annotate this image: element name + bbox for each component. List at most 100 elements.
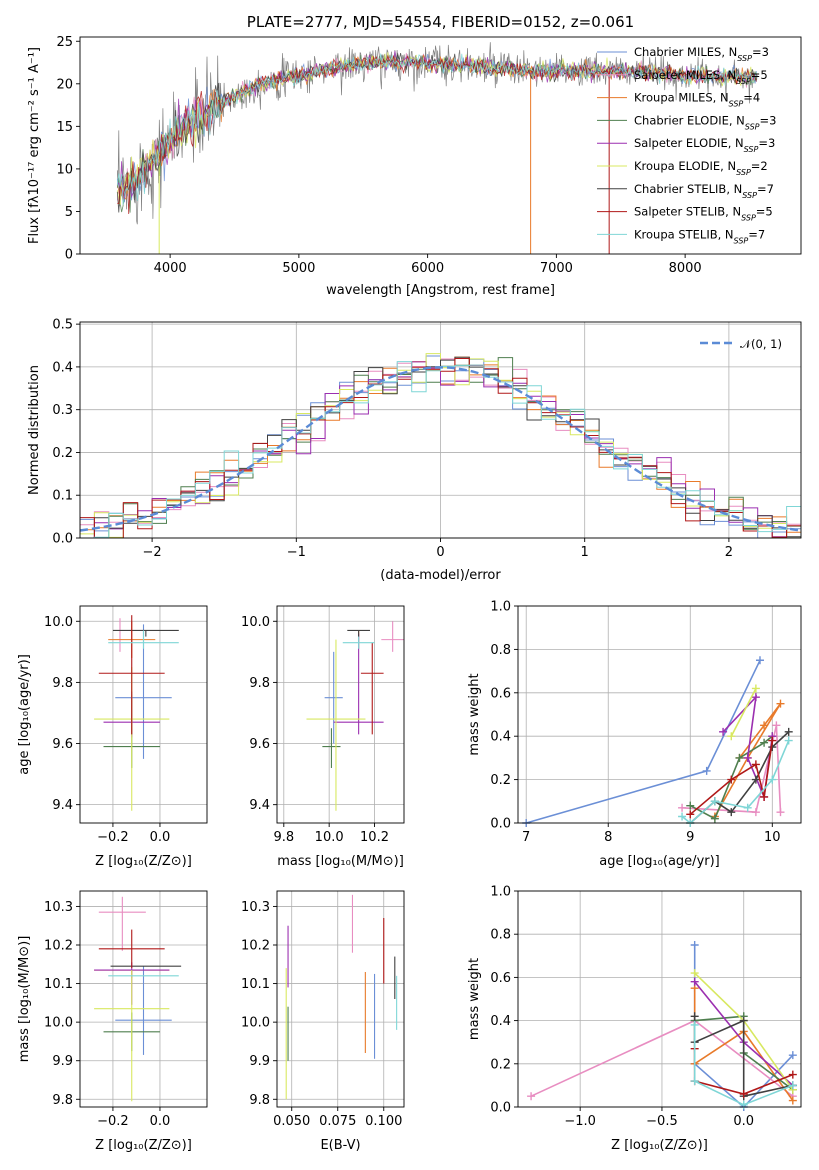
errorbar-point [322, 728, 341, 768]
model-spectrum-line [117, 54, 757, 215]
y-tick-label: 9.9 [52, 1054, 73, 1069]
weight-series-line [730, 688, 757, 737]
x-tick-label: 0.0 [733, 1114, 754, 1129]
weight-marker [760, 721, 769, 730]
x-tick-label: 0.100 [365, 1114, 402, 1129]
x-tick-label: 10.0 [315, 830, 344, 845]
legend-entry: Chabrier MILES, NSSP=3 [634, 45, 769, 63]
errorbar-point [347, 629, 370, 637]
x-tick-label: −0.5 [646, 1114, 678, 1129]
x-axis-label: (data-model)/error [380, 568, 501, 583]
y-tick-label: 9.9 [249, 1054, 270, 1069]
x-axis-label: Z [log₁₀(Z/Z⊙)] [95, 1138, 192, 1153]
errorbar-point [381, 621, 404, 652]
y-tick-label: 0.8 [490, 928, 511, 943]
weight-marker [751, 775, 760, 784]
errorbar-point [98, 896, 146, 951]
x-axis-label: wavelength [Angstrom, rest frame] [326, 283, 555, 298]
y-tick-label: 9.4 [249, 798, 270, 813]
x-tick-label: 0.0 [150, 1114, 171, 1129]
weight-marker [710, 797, 719, 806]
x-tick-label: −0.2 [97, 1114, 129, 1129]
weight-marker [527, 1092, 536, 1101]
y-tick-label: 9.6 [52, 737, 73, 752]
x-tick-label: 4000 [154, 261, 187, 276]
legend-entry: Chabrier ELODIE, NSSP=3 [634, 113, 776, 130]
x-tick-label: 1 [581, 545, 589, 560]
x-tick-label: 8000 [669, 261, 702, 276]
legend-entry: Kroupa STELIB, NSSP=7 [634, 227, 765, 245]
panel-z-weight: −1.0 −0.5 0.0 0.0 0.2 0.4 0.6 0.8 1.0 Z [log₁₀(Z/… [467, 885, 802, 1153]
weight-marker [719, 727, 728, 736]
weight-marker [788, 1096, 797, 1105]
y-axis-label: mass [log₁₀(M/M⊙)] [17, 936, 32, 1063]
errorbar-point [342, 636, 375, 649]
errorbar-point [360, 642, 384, 735]
weight-marker [772, 721, 781, 730]
y-axis-label: age [log₁₀(age/yr)] [17, 654, 32, 775]
weight-marker [710, 814, 719, 823]
x-axis-label: E(B-V) [320, 1138, 360, 1153]
panel-z-age: −0.2 0.0 9.4 9.6 9.8 10.0 Z [log₁₀(Z/Z⊙)] age [… [17, 605, 208, 869]
panel-mass-age: 9.8 10.0 10.2 9.4 9.6 9.8 10.0 mass [log₁₀(M/M⊙… [241, 605, 405, 869]
weight-marker [727, 775, 736, 784]
y-tick-label: 0.4 [490, 730, 511, 745]
y-tick-label: 10 [56, 162, 73, 177]
y-tick-label: 1.0 [490, 885, 511, 900]
errorbar-point [115, 966, 172, 1055]
weight-series-line [693, 1024, 794, 1106]
y-tick-label: 10.0 [241, 615, 270, 630]
panel-residuals: −2 −1 0 1 2 0.0 0.1 0.2 0.3 0.4 0.5 (data-model)/er… [27, 318, 802, 583]
legend-entry: Chabrier STELIB, NSSP=7 [634, 182, 774, 200]
weight-marker [690, 1020, 699, 1029]
weight-marker [739, 1090, 748, 1099]
errorbar-point [98, 929, 165, 969]
weight-marker [768, 736, 777, 745]
weight-marker [690, 977, 699, 986]
weight-marker [776, 808, 785, 817]
y-tick-label: 10.1 [44, 977, 73, 992]
axes-frame [517, 890, 802, 1108]
panel-ebv-mass: 0.050 0.075 0.100 9.8 9.9 10.0 10.1 10.2 10.3 E(B… [241, 890, 405, 1153]
x-tick-label: −2 [143, 545, 162, 560]
weight-marker [743, 803, 752, 812]
weight-marker [678, 812, 687, 821]
weight-marker [776, 699, 785, 708]
weight-marker [690, 941, 699, 949]
y-tick-label: 9.4 [52, 798, 73, 813]
axes-frame [276, 605, 405, 824]
x-tick-label: 2 [725, 545, 733, 560]
y-tick-label: 20 [56, 77, 73, 92]
x-axis-label: mass [log₁₀(M/M⊙)] [277, 854, 404, 869]
errorbar-point [306, 639, 366, 811]
weight-marker [751, 684, 760, 693]
weight-marker [788, 1051, 797, 1060]
y-tick-label: 10.0 [241, 1016, 270, 1031]
x-tick-label: 9.8 [273, 830, 294, 845]
y-tick-label: 9.8 [52, 1093, 73, 1108]
weight-marker [751, 693, 760, 702]
x-axis-label: Z [log₁₀(Z/Z⊙)] [95, 854, 192, 869]
y-tick-label: 0.5 [52, 318, 73, 333]
y-tick-label: 9.6 [249, 737, 270, 752]
weight-marker [678, 803, 687, 812]
weight-marker [739, 1016, 748, 1025]
y-axis-label: mass weight [467, 958, 482, 1040]
x-tick-label: −1.0 [564, 1114, 596, 1129]
y-tick-label: 10.3 [44, 900, 73, 915]
axes-frame [79, 321, 802, 539]
weight-marker [702, 766, 711, 775]
x-tick-label: 10.2 [360, 830, 389, 845]
model-spectrum-line [116, 53, 757, 206]
legend-entry: 𝒩(0, 1) [740, 337, 782, 351]
y-axis-label: Normed distribution [27, 365, 42, 495]
weight-marker [690, 1077, 699, 1086]
errorbar-point [98, 615, 165, 735]
weight-marker [690, 1012, 699, 1021]
y-tick-label: 0.3 [52, 403, 73, 418]
x-tick-label: 0.050 [273, 1114, 310, 1129]
y-tick-label: 1.0 [490, 600, 511, 615]
y-tick-label: 9.8 [52, 676, 73, 691]
weight-marker [739, 1100, 748, 1109]
